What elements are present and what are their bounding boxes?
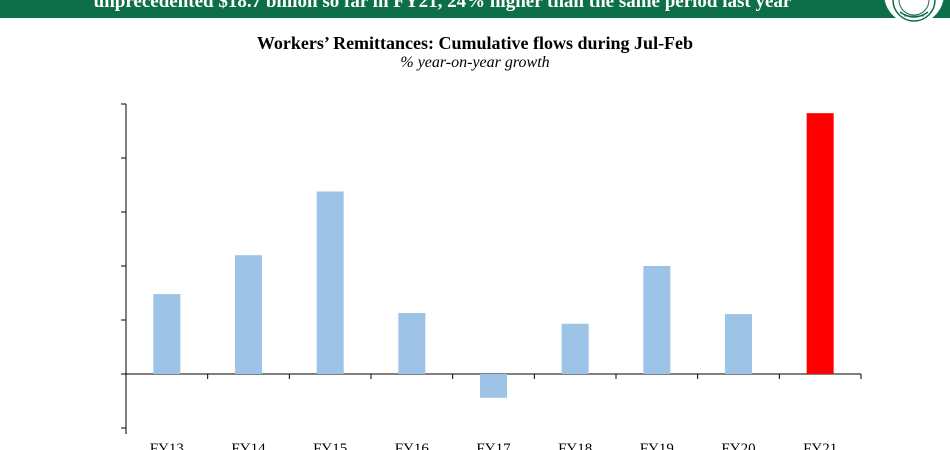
bar-fy18: [561, 323, 589, 374]
bar-fy20: [725, 314, 752, 374]
headline-banner: unprecedented $18.7 billion so far in FY…: [0, 0, 950, 18]
logo: [884, 0, 944, 24]
x-tick-label-fy18: FY18: [558, 441, 592, 450]
bar-fy14: [235, 255, 262, 374]
x-tick-label-fy16: FY16: [395, 441, 430, 450]
bar-fy19: [643, 266, 671, 374]
bar-fy21: [806, 113, 834, 375]
x-tick-label-fy17: FY17: [476, 441, 511, 450]
x-tick-label-fy15: FY15: [313, 441, 347, 450]
bar-fy17: [480, 374, 507, 398]
x-tick-label-fy21: FY21: [803, 441, 837, 450]
chart-subtitle: % year-on-year growth: [400, 54, 550, 71]
headline-text: unprecedented $18.7 billion so far in FY…: [93, 0, 792, 12]
x-tick-label-fy14: FY14: [231, 441, 266, 450]
x-tick-label-fy13: FY13: [150, 441, 184, 450]
x-tick-label-fy20: FY20: [721, 441, 755, 450]
emblem-icon: [892, 0, 936, 22]
bar-fy13: [153, 294, 181, 374]
chart-title: Workers’ Remittances: Cumulative flows d…: [256, 33, 694, 53]
bar-fy16: [398, 312, 426, 374]
x-tick-label-fy19: FY19: [640, 441, 674, 450]
bar-fy15: [316, 191, 344, 374]
